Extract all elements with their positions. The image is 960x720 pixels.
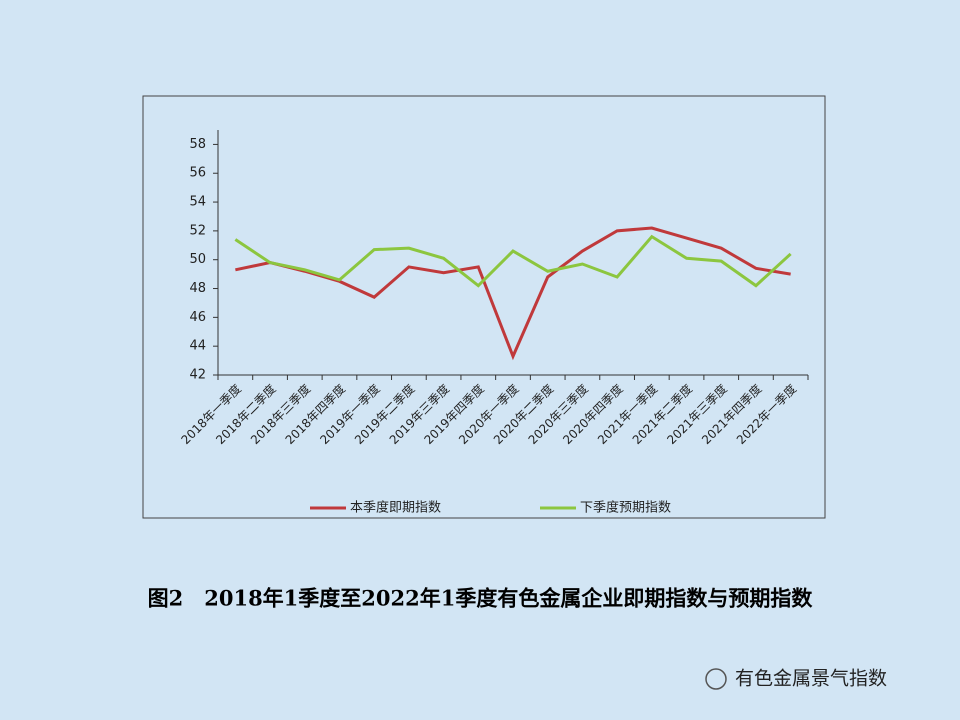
- x-tick-label: 2019年四季度: [421, 381, 487, 447]
- x-tick-label: 2021年三季度: [664, 381, 730, 447]
- x-tick-label: 2019年二季度: [351, 381, 417, 447]
- y-tick-label: 48: [189, 281, 206, 296]
- y-tick-label: 58: [189, 137, 206, 152]
- y-tick-label: 52: [189, 223, 206, 238]
- x-tick-label: 2020年三季度: [525, 381, 591, 447]
- x-tick-label: 2019年一季度: [317, 381, 383, 447]
- y-tick-label: 42: [189, 368, 206, 383]
- x-tick-label: 2020年一季度: [455, 381, 521, 447]
- y-tick-label: 50: [189, 252, 206, 267]
- y-tick-label: 44: [189, 339, 206, 354]
- x-tick-label: 2018年三季度: [247, 381, 313, 447]
- x-tick-label: 2022年一季度: [733, 381, 799, 447]
- x-tick-label: 2018年二季度: [213, 381, 279, 447]
- caption: 图2 2018年1季度至2022年1季度有色金属企业即期指数与预期指数: [148, 586, 814, 611]
- y-tick-label: 46: [189, 310, 206, 325]
- x-tick-label: 2021年一季度: [594, 381, 660, 447]
- x-tick-label: 2018年一季度: [178, 381, 244, 447]
- y-tick-label: 54: [189, 195, 206, 210]
- x-tick-label: 2019年三季度: [386, 381, 452, 447]
- legend-label: 下季度预期指数: [580, 500, 671, 516]
- x-tick-label: 2020年二季度: [490, 381, 556, 447]
- x-tick-label: 2020年四季度: [560, 381, 626, 447]
- x-tick-label: 2021年二季度: [629, 381, 695, 447]
- chart-frame: [142, 95, 826, 519]
- legend-label: 本季度即期指数: [350, 500, 441, 516]
- series-line: [234, 234, 792, 288]
- wechat-icon: [705, 668, 727, 690]
- series-line: [235, 226, 791, 361]
- footer-text: 有色金属景气指数: [735, 668, 887, 690]
- x-tick-label: 2021年四季度: [698, 381, 764, 447]
- x-tick-label: 2018年四季度: [282, 381, 348, 447]
- y-tick-label: 56: [189, 166, 206, 181]
